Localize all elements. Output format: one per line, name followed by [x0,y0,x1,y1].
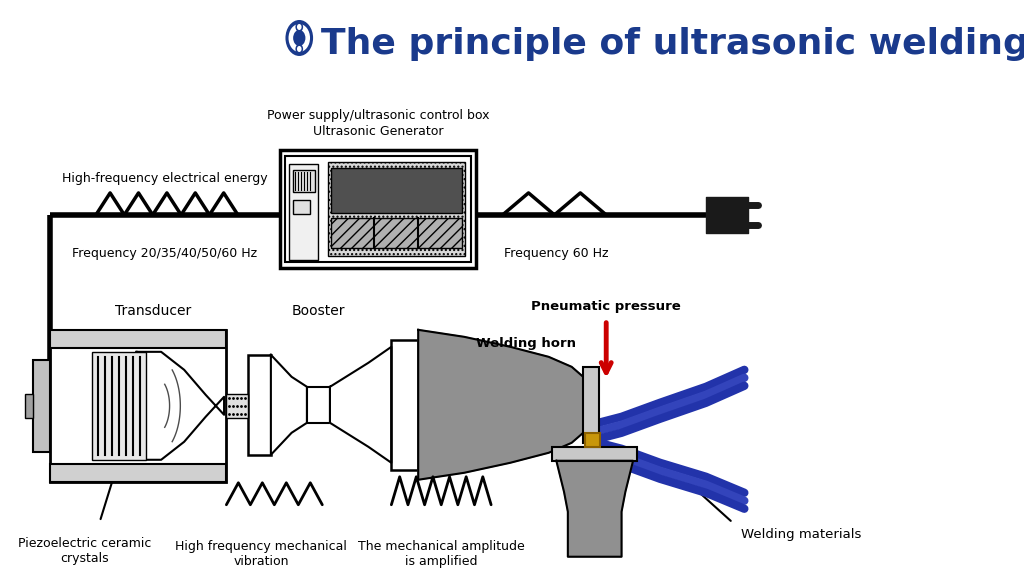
Bar [706,197,749,233]
Bar [50,330,226,482]
Polygon shape [556,461,633,557]
Text: Pneumatic pressure: Pneumatic pressure [531,300,681,313]
Circle shape [286,20,313,56]
Bar [26,394,33,418]
Polygon shape [136,352,224,460]
Bar [331,218,462,248]
Text: The principle of ultrasonic welding: The principle of ultrasonic welding [321,27,1024,61]
Bar [391,340,418,470]
Polygon shape [330,347,391,463]
Bar [328,162,465,256]
Bar [331,168,462,213]
Text: Booster: Booster [292,304,345,318]
Text: Frequency 60 Hz: Frequency 60 Hz [504,247,608,260]
Text: Frequency 20/35/40/50/60 Hz: Frequency 20/35/40/50/60 Hz [73,247,258,260]
Polygon shape [418,330,584,480]
Circle shape [296,22,303,32]
Bar [293,200,310,214]
Circle shape [297,46,302,52]
Bar [33,360,50,452]
Text: High frequency mechanical
vibration: High frequency mechanical vibration [175,540,347,568]
Polygon shape [271,355,307,455]
Bar [50,464,226,482]
Text: Anvil: Anvil [578,515,611,529]
Text: The mechanical amplitude
is amplified: The mechanical amplitude is amplified [357,540,524,568]
Bar [293,170,314,192]
Bar [285,156,471,262]
Bar [226,394,248,418]
Text: Piezoelectric ceramic
crystals: Piezoelectric ceramic crystals [17,537,152,564]
Text: Welding materials: Welding materials [740,528,861,541]
Bar [290,164,318,260]
Bar [248,355,271,455]
Text: Ultrasonic Generator: Ultrasonic Generator [312,125,443,138]
Bar [553,447,637,461]
Bar [585,433,600,447]
Text: Welding horn: Welding horn [475,337,575,350]
Circle shape [297,24,302,30]
Bar [281,150,476,268]
Bar [92,352,145,460]
Bar [50,330,226,348]
Text: Power supply/ultrasonic control box: Power supply/ultrasonic control box [266,109,489,122]
Circle shape [289,24,310,52]
Bar [307,387,330,423]
Circle shape [296,44,303,54]
Bar [584,367,599,443]
Text: Transducer: Transducer [116,304,191,318]
Circle shape [293,30,305,46]
Text: High-frequency electrical energy: High-frequency electrical energy [62,172,268,185]
